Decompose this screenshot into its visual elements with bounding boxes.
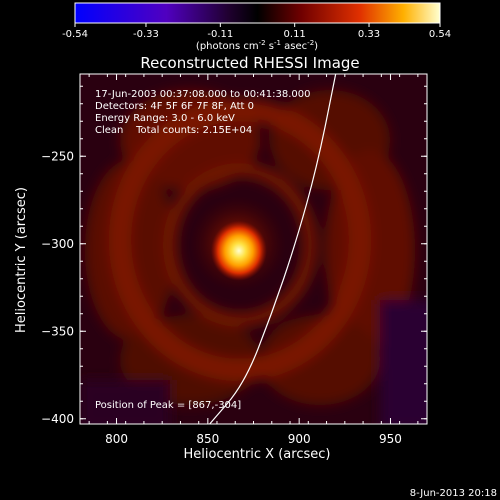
x-tick-label: 800 — [105, 432, 128, 446]
y-tick-label: −350 — [41, 324, 74, 338]
annotation-counts: Clean Total counts: 2.15E+04 — [95, 125, 252, 136]
annotation-detectors: Detectors: 4F 5F 6F 7F 8F, Att 0 — [95, 101, 254, 112]
x-tick-label: 950 — [379, 432, 402, 446]
colorbar — [74, 2, 441, 24]
peak-source — [210, 220, 267, 281]
x-tick-label: 900 — [288, 432, 311, 446]
annotation-time: 17-Jun-2003 00:37:08.000 to 00:41:38.000 — [95, 89, 311, 100]
x-axis-label: Heliocentric X (arcsec) — [184, 447, 331, 462]
colorbar-unit-label: (photons cm-2 s-1 asec-2) — [196, 39, 318, 52]
colorbar-tick-label: -0.11 — [207, 29, 233, 40]
heatmap-image — [80, 74, 427, 424]
colorbar-ticks: -0.54 -0.33 -0.11 0.11 0.33 0.54 — [62, 23, 451, 40]
axes: 800 850 900 950 −250 −300 −350 −400 — [41, 74, 427, 446]
colorbar-unit-part: ) — [314, 41, 318, 52]
colorbar-unit-part: (photons cm — [196, 41, 259, 52]
solar-limb-curve — [209, 74, 337, 424]
peak-position-label: Position of Peak = [867,-304] — [95, 400, 241, 411]
colorbar-unit-exp: -2 — [259, 39, 266, 47]
chart-title: Reconstructed RHESSI Image — [140, 54, 359, 72]
colorbar-tick-label: -0.54 — [62, 29, 88, 40]
colorbar-unit-exp: -2 — [307, 39, 314, 47]
colorbar-tick-label: 0.54 — [429, 29, 451, 40]
colorbar-unit-exp: -1 — [274, 39, 281, 47]
footer-date: 8-Jun-2013 20:18 — [410, 488, 497, 499]
colorbar-tick-label: 0.11 — [284, 29, 306, 40]
x-tick-label: 850 — [196, 432, 219, 446]
colorbar-unit-part: s — [266, 41, 274, 52]
colorbar-tick-label: -0.33 — [133, 29, 159, 40]
colorbar-unit-part: asec — [281, 41, 307, 52]
y-tick-label: −400 — [41, 412, 74, 426]
annotation-energy: Energy Range: 3.0 - 6.0 keV — [95, 113, 235, 124]
y-tick-label: −250 — [41, 149, 74, 163]
y-axis-label: Heliocentric Y (arcsec) — [14, 187, 29, 333]
colorbar-tick-label: 0.33 — [358, 29, 380, 40]
y-tick-label: −300 — [41, 237, 74, 251]
